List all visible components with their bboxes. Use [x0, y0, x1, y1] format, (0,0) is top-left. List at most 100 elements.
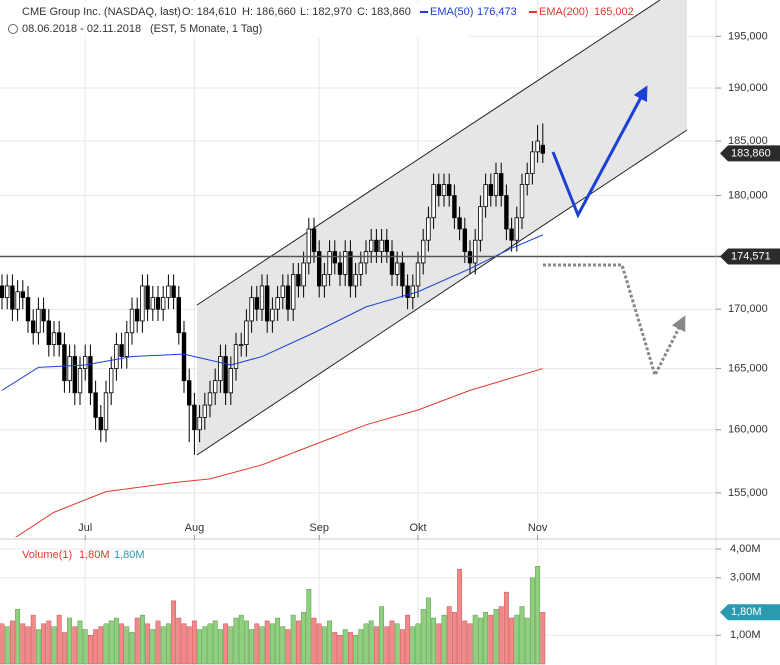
header: CME Group Inc. (NASDAQ, last) O: 184,610…: [0, 2, 634, 561]
volume-bar: [420, 609, 426, 665]
x-tick-label: Aug: [185, 522, 205, 534]
volume-bar: [186, 626, 192, 665]
candle-body: [446, 184, 452, 196]
volume-bar: [207, 623, 213, 665]
volume-bar: [171, 600, 177, 665]
candle-body: [483, 184, 488, 208]
volume-bar: [275, 617, 281, 665]
ema-line: [15, 368, 543, 537]
candle-body: [327, 251, 332, 275]
y-tick-label: 170,000: [728, 303, 768, 315]
volume-bar: [134, 617, 140, 665]
candle-body: [415, 262, 421, 287]
volume-bar: [514, 614, 520, 665]
volume-bar: [160, 626, 166, 665]
ohlc-open: O: 184,610: [182, 6, 236, 18]
ohlc-high: H: 186,660: [242, 6, 296, 18]
volume-bar: [129, 632, 135, 665]
candle-body: [426, 217, 431, 241]
volume-bar: [61, 632, 67, 665]
volume-bar: [145, 623, 151, 665]
volume-bar: [191, 620, 197, 665]
volume-bar: [264, 620, 270, 665]
candle-body: [368, 239, 374, 252]
candle-body: [88, 356, 93, 394]
volume-bar: [254, 623, 260, 665]
candle-body: [249, 297, 254, 322]
volume-bar: [519, 606, 525, 665]
candle-body: [67, 356, 72, 382]
candle-body: [332, 251, 337, 264]
candle-body: [540, 144, 545, 154]
candle-body: [363, 251, 369, 264]
volume-bar: [243, 620, 249, 665]
volume-bar: [477, 617, 483, 665]
volume-bar: [67, 617, 73, 665]
candle-body: [467, 251, 473, 264]
volume-bar: [524, 617, 530, 665]
candle-body: [83, 356, 88, 369]
candle-body: [238, 344, 244, 347]
candle-body: [348, 251, 353, 287]
volume-bar: [327, 620, 333, 665]
candle-body: [41, 308, 46, 322]
candle-body: [15, 291, 20, 310]
volume-bar: [394, 623, 400, 665]
volume-bar: [93, 629, 99, 665]
volume-bar: [373, 626, 379, 665]
volume-bar: [217, 629, 223, 665]
volume-bar: [358, 629, 364, 665]
candle-body: [462, 228, 467, 252]
volume-bar: [316, 623, 322, 665]
scenario-down-arrow: [543, 263, 686, 380]
volume-bar: [30, 614, 36, 665]
volume-bar: [431, 617, 437, 665]
volume-bar: [306, 589, 312, 665]
volume-bar: [202, 626, 208, 665]
candle-body: [353, 274, 358, 287]
candle-body: [405, 285, 410, 298]
x-tick-label: Sep: [309, 522, 329, 534]
legend-value: 165,002: [594, 6, 634, 18]
volume-value: 1,80M: [114, 549, 145, 561]
volume-bar: [46, 620, 52, 665]
candle-body: [36, 308, 41, 334]
legend-label: EMA(50): [430, 6, 473, 18]
volume-bar: [103, 623, 109, 665]
volume-pane: [0, 566, 546, 665]
volume-tag-label: 1,80M: [731, 606, 762, 618]
y-tick-label: 155,000: [728, 487, 768, 499]
volume-bar: [35, 629, 41, 665]
volume-bar: [353, 635, 359, 665]
candle-body: [160, 297, 166, 310]
candle-body: [306, 228, 311, 264]
candle-body: [57, 332, 62, 346]
volume-bar: [379, 606, 385, 665]
candle-body: [218, 356, 223, 382]
candle-body: [514, 217, 519, 241]
volume-bar: [389, 620, 395, 665]
volume-bar: [483, 612, 489, 665]
scenario-up-arrow: [551, 85, 648, 219]
legend-swatch: [420, 11, 428, 13]
volume-bar: [441, 614, 447, 665]
candle-body: [259, 285, 265, 310]
candle-body: [124, 332, 129, 357]
subtitle-note: (EST, 5 Monate, 1 Tag): [150, 23, 262, 35]
volume-bar: [399, 629, 405, 665]
candle-body: [530, 151, 535, 174]
volume-bar: [493, 609, 499, 665]
volume-bar: [342, 629, 348, 665]
price-tag-label: 183,860: [731, 147, 771, 159]
price-tag-label: 174,571: [731, 250, 771, 262]
volume-bar: [503, 591, 509, 665]
volume-bar: [56, 614, 62, 665]
volume-bar: [295, 620, 301, 665]
candle-body: [51, 332, 57, 346]
volume-bar: [25, 626, 31, 665]
candle-body: [171, 285, 176, 298]
volume-bar: [249, 629, 255, 665]
candle-body: [77, 368, 83, 394]
candle-body: [270, 308, 275, 322]
candle-body: [519, 184, 525, 219]
